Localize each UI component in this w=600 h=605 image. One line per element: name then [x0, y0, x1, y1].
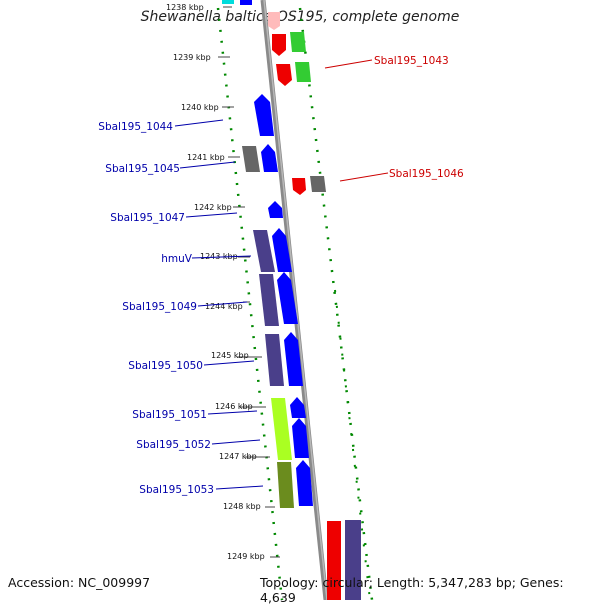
tick-label: 1241 kbp — [187, 153, 225, 162]
map-title: Shewanella baltica OS195, complete genom… — [140, 9, 460, 25]
tick-label: 1238 kbp — [166, 3, 204, 12]
gene-reverse — [327, 521, 341, 600]
gene-forward — [240, 0, 252, 5]
gene-label-sbal195-1052: Sbal195_1052 — [136, 439, 211, 451]
gene-label-sbal195-1050: Sbal195_1050 — [128, 360, 203, 372]
gene-forward — [254, 94, 274, 136]
gene-label-sbal195-1043: Sbal195_1043 — [374, 55, 449, 67]
gene-forward — [272, 228, 292, 272]
gene-reverse — [292, 178, 306, 195]
tick-label: 1247 kbp — [219, 452, 257, 461]
gene-forward — [290, 397, 306, 418]
gene-reverse — [276, 64, 292, 86]
tick-label: 1248 kbp — [223, 502, 261, 511]
cog-block — [345, 520, 361, 600]
gene-label-sbal195-1045: Sbal195_1045 — [105, 163, 180, 175]
cog-block — [265, 334, 284, 386]
tick-label: 1242 kbp — [194, 203, 232, 212]
gene-label-hmuv: hmuV — [161, 253, 193, 265]
cog-block — [310, 176, 326, 192]
gene-label-sbal195-1044: Sbal195_1044 — [98, 121, 173, 133]
cog-block — [242, 146, 260, 172]
cog-block — [222, 0, 234, 4]
gene-forward — [277, 272, 298, 324]
cog-block — [271, 398, 292, 460]
cog-block — [290, 32, 306, 52]
tick-label-group: 1238 kbp 1239 kbp 1240 kbp 1241 kbp 1242… — [166, 3, 265, 561]
gene-label-sbal195-1049: Sbal195_1049 — [122, 301, 197, 313]
gene-label-sbal195-1051: Sbal195_1051 — [132, 409, 207, 421]
cds-reverse-faint — [268, 12, 280, 30]
gene-forward — [296, 460, 313, 506]
gene-label-sbal195-1046: Sbal195_1046 — [389, 168, 464, 180]
gene-forward — [268, 201, 283, 218]
backbone-axis — [260, 0, 329, 600]
cog-block — [277, 462, 294, 508]
gc-track-right — [298, 7, 374, 600]
topology-label: Topology: circular; Length: 5,347,283 bp… — [260, 575, 564, 605]
gene-forward — [261, 144, 278, 172]
tick-label: 1249 kbp — [227, 552, 265, 561]
gene-label-sbal195-1053: Sbal195_1053 — [139, 484, 214, 496]
tick-label: 1239 kbp — [173, 53, 211, 62]
gene-reverse — [272, 34, 286, 56]
cog-block — [253, 230, 275, 272]
tick-label: 1245 kbp — [211, 351, 249, 360]
tick-label: 1240 kbp — [181, 103, 219, 112]
cog-block — [295, 62, 311, 82]
gene-label-sbal195-1047: Sbal195_1047 — [110, 212, 185, 224]
gene-forward — [284, 332, 303, 386]
tick-label: 1243 kbp — [200, 252, 238, 261]
tick-label: 1244 kbp — [205, 302, 243, 311]
cog-block — [259, 274, 279, 326]
tick-label: 1246 kbp — [215, 402, 253, 411]
gene-forward — [292, 418, 309, 458]
accession-label: Accession: NC_009997 — [8, 575, 151, 590]
